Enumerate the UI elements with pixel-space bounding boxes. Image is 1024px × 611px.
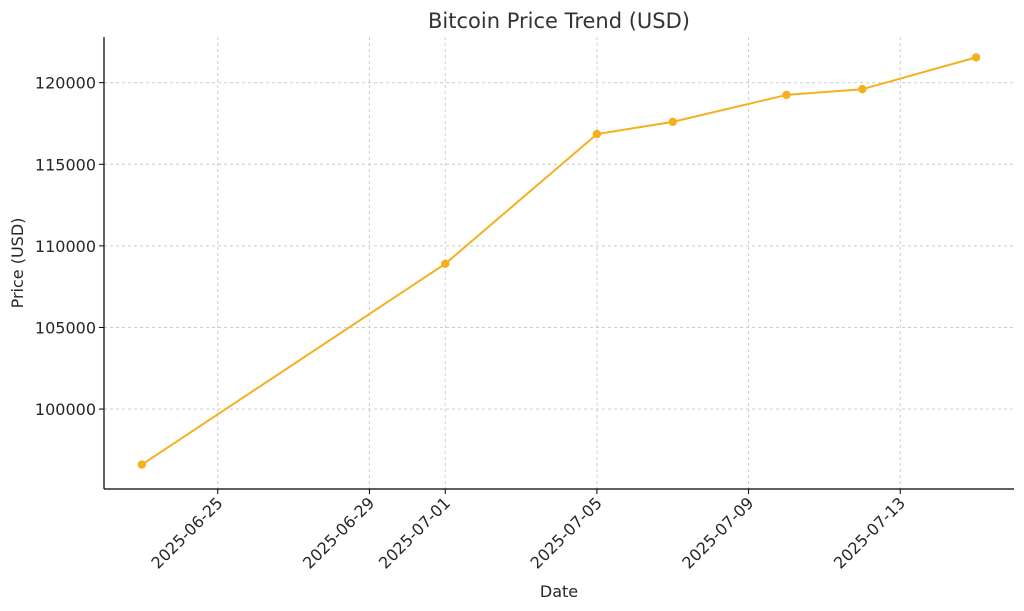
data-point bbox=[592, 129, 602, 139]
data-point bbox=[668, 117, 677, 127]
chart-title: Bitcoin Price Trend (USD) bbox=[428, 9, 690, 33]
series bbox=[137, 53, 981, 469]
x-tick-label: 2025-06-25 bbox=[147, 493, 226, 572]
axes bbox=[103, 37, 1014, 490]
data-point bbox=[441, 259, 450, 269]
grid bbox=[104, 37, 1014, 489]
data-point bbox=[137, 460, 147, 469]
y-tick-label: 115000 bbox=[35, 155, 96, 174]
x-tick-label: 2025-07-01 bbox=[375, 493, 454, 572]
y-tick-label: 105000 bbox=[35, 318, 96, 337]
data-point bbox=[971, 53, 981, 62]
y-tick-label: 120000 bbox=[35, 74, 96, 93]
x-tick-label: 2025-07-13 bbox=[830, 493, 909, 572]
data-point bbox=[782, 90, 791, 100]
y-tick-label: 110000 bbox=[35, 237, 96, 256]
series-line bbox=[140, 56, 978, 466]
x-axis-label: Date bbox=[540, 582, 578, 601]
y-axis-label: Price (USD) bbox=[8, 218, 27, 309]
x-tick-label: 2025-07-09 bbox=[678, 493, 757, 572]
data-point bbox=[858, 85, 867, 94]
x-tick-label: 2025-07-05 bbox=[527, 493, 606, 572]
y-tick-label: 100000 bbox=[35, 400, 96, 419]
x-tick-label: 2025-06-29 bbox=[299, 493, 378, 572]
